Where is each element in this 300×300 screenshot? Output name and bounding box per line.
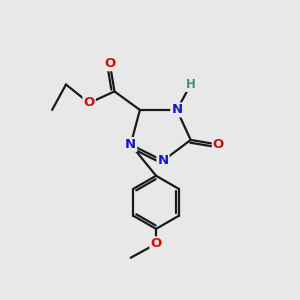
- Text: N: N: [125, 138, 136, 151]
- Text: H: H: [186, 78, 196, 91]
- Text: O: O: [150, 237, 162, 250]
- Text: O: O: [104, 57, 116, 70]
- Text: N: N: [158, 154, 169, 167]
- Text: O: O: [213, 138, 224, 151]
- Text: N: N: [171, 103, 182, 116]
- Text: O: O: [83, 97, 95, 110]
